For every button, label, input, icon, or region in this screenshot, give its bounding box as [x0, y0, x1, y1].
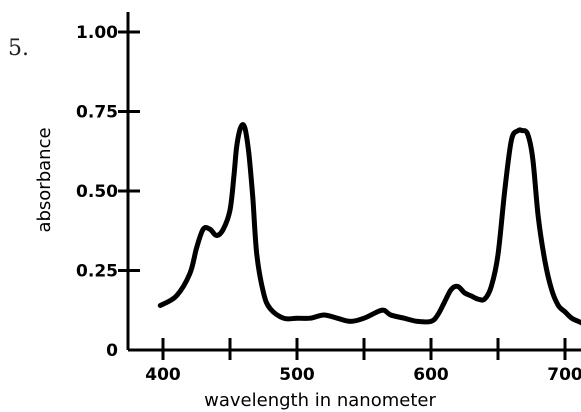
x-axis-title: wavelength in nanometer [204, 390, 436, 411]
y-tick-label: 0.75 [76, 103, 118, 123]
x-tick-label: 500 [279, 365, 315, 385]
y-tick-label: 0 [106, 341, 118, 361]
x-tick-label: 700 [547, 365, 581, 385]
x-tick-label: 600 [413, 365, 449, 385]
y-tick-label: 0.25 [76, 262, 118, 282]
plot-area [157, 122, 581, 326]
question-number: 5. [8, 36, 29, 61]
x-tick-label: 400 [145, 365, 181, 385]
absorbance-curve [157, 122, 581, 326]
y-axis-title: absorbance [34, 127, 55, 232]
y-tick-label: 0.50 [76, 182, 118, 202]
axes: 0 0.25 0.50 0.75 1.00 400 500 600 700 [76, 12, 581, 385]
y-tick-label: 1.00 [76, 23, 118, 43]
